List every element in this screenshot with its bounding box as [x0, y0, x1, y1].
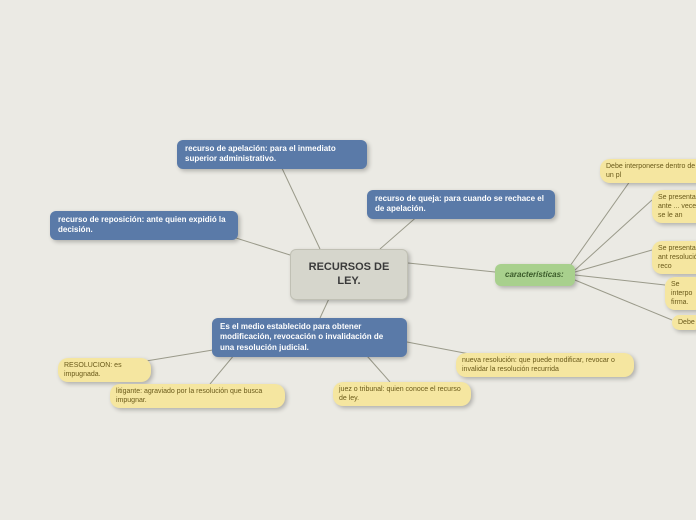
mindmap-canvas: RECURSOS DE LEY. recurso de apelación: pa… — [0, 0, 696, 520]
edge — [408, 263, 495, 272]
edge — [570, 278, 672, 320]
node-label: Se interpo firma. — [671, 281, 692, 306]
node-label: Es el medio establecido para obtener mod… — [220, 322, 383, 352]
edge — [280, 164, 320, 249]
node-label: recurso de apelación: para el inmediato … — [185, 144, 336, 163]
node-c4[interactable]: Se interpo firma. — [665, 277, 696, 310]
edge — [575, 200, 652, 270]
node-c2[interactable]: Se presenta ante ... veces se le an — [652, 190, 696, 223]
node-juez[interactable]: juez o tribunal: quien conoce el recurso… — [333, 382, 471, 406]
node-label: juez o tribunal: quien conoce el recurso… — [339, 386, 461, 402]
node-c5[interactable]: Debe — [672, 315, 696, 330]
node-nueva[interactable]: nueva resolución: que puede modificar, r… — [456, 353, 634, 377]
node-queja[interactable]: recurso de queja: para cuando se rechace… — [367, 190, 555, 219]
node-label: RECURSOS DE LEY. — [309, 261, 390, 287]
node-label: Debe — [678, 319, 695, 326]
node-c1[interactable]: Debe interponerse dentro de un pl — [600, 159, 696, 183]
node-label: recurso de reposición: ante quien expidi… — [58, 215, 226, 234]
edge — [575, 250, 652, 272]
node-label: RESOLUCION: es impugnada. — [64, 362, 122, 378]
node-label: Debe interponerse dentro de un pl — [606, 163, 695, 179]
node-label: Se presenta ant resolución reco — [658, 245, 696, 270]
node-apelacion[interactable]: recurso de apelación: para el inmediato … — [177, 140, 367, 169]
node-medio[interactable]: Es el medio establecido para obtener mod… — [212, 318, 407, 357]
node-label: litigante: agraviado por la resolución q… — [116, 388, 262, 404]
edge — [575, 275, 665, 285]
edge — [380, 214, 420, 249]
node-label: características: — [505, 270, 564, 279]
node-litigante[interactable]: litigante: agraviado por la resolución q… — [110, 384, 285, 408]
node-label: recurso de queja: para cuando se rechace… — [375, 194, 544, 213]
node-root[interactable]: RECURSOS DE LEY. — [290, 249, 408, 300]
node-label: nueva resolución: que puede modificar, r… — [462, 357, 615, 373]
node-c3[interactable]: Se presenta ant resolución reco — [652, 241, 696, 274]
node-reposicion[interactable]: recurso de reposición: ante quien expidi… — [50, 211, 238, 240]
node-caracteristicas[interactable]: características: — [495, 264, 575, 286]
node-resolucion[interactable]: RESOLUCION: es impugnada. — [58, 358, 151, 382]
node-label: Se presenta ante ... veces se le an — [658, 194, 696, 219]
